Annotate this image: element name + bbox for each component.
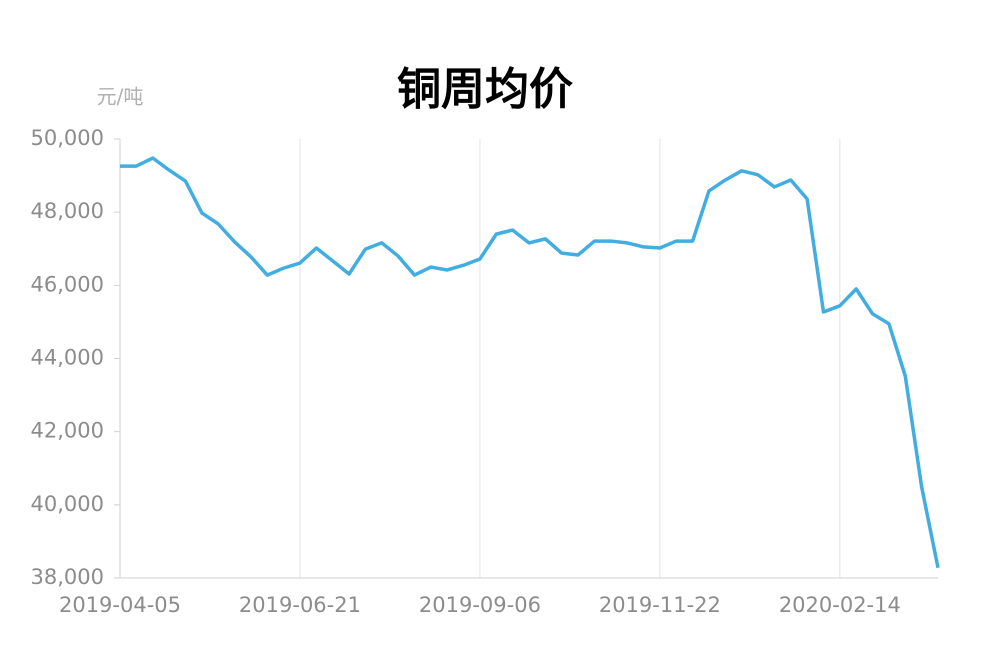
x-tick-label: 2019-06-21 bbox=[239, 593, 361, 617]
y-tick-label: 38,000 bbox=[31, 565, 104, 589]
y-tick-label: 44,000 bbox=[31, 346, 104, 370]
y-tick-label: 46,000 bbox=[31, 272, 104, 296]
line bbox=[120, 156, 940, 569]
y-tick-label: 42,000 bbox=[31, 419, 104, 443]
y-tick-label: 40,000 bbox=[31, 492, 104, 516]
x-tick-label: 2019-09-06 bbox=[419, 593, 541, 617]
x-tick-label: 2019-04-05 bbox=[59, 593, 181, 617]
y-tick-label: 50,000 bbox=[31, 126, 104, 150]
chart-title: 铜周均价 bbox=[397, 64, 573, 115]
y-tick-label: 48,000 bbox=[31, 199, 104, 223]
x-tick-label: 2019-11-22 bbox=[599, 593, 721, 617]
y-axis-label: 元/吨 bbox=[97, 85, 144, 109]
x-tick-label: 2020-02-14 bbox=[779, 593, 901, 617]
